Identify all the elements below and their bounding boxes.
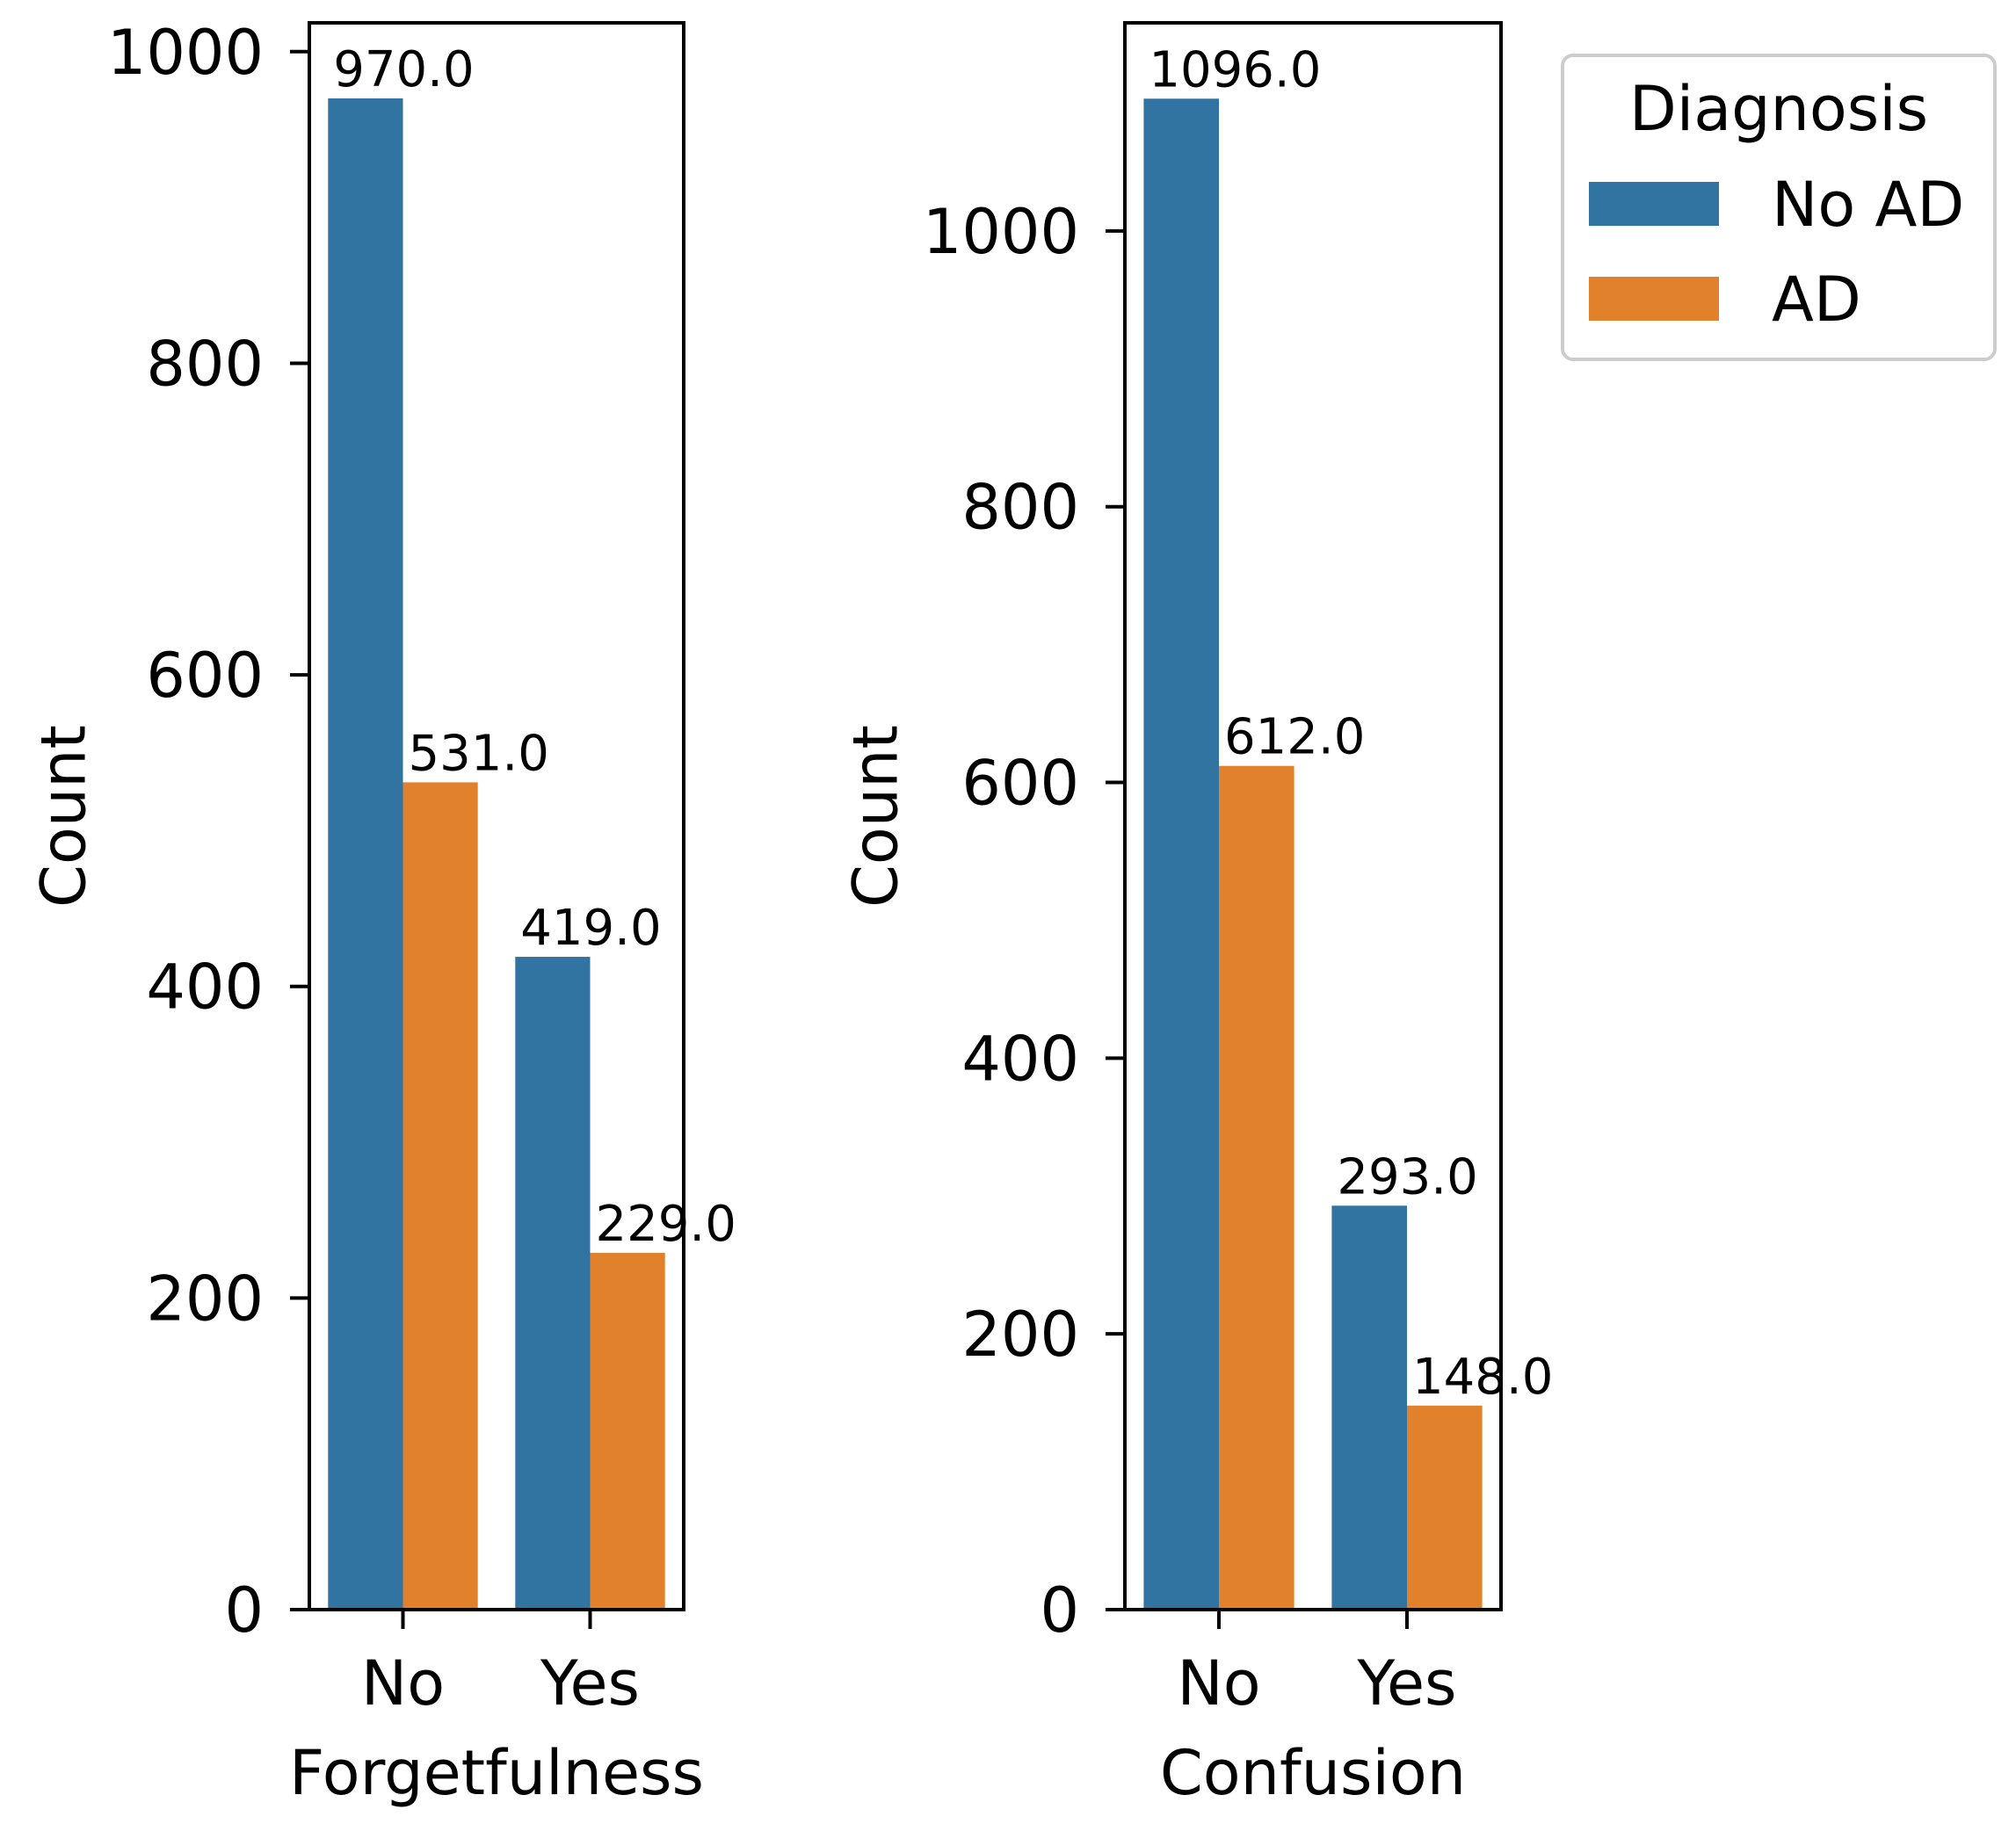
- forgetfulness-bar-label-no-ad: 531.0: [409, 725, 549, 782]
- forgetfulness-bars: [328, 98, 665, 1610]
- confusion-y-tick-label-200: 200: [961, 1299, 1079, 1371]
- legend-swatch-ad: [1589, 277, 1719, 321]
- forgetfulness-y-tick-label-200: 200: [146, 1263, 264, 1335]
- forgetfulness-bar-label-yes-ad: 229.0: [596, 1196, 736, 1253]
- forgetfulness-x-axis-label: Forgetfulness: [289, 1737, 704, 1809]
- confusion-x-tick-label-no: No: [1177, 1647, 1260, 1719]
- legend-label-ad: AD: [1772, 264, 1861, 336]
- confusion-bar-label-no-no-ad: 1096.0: [1149, 41, 1321, 98]
- confusion-bars: [1143, 98, 1483, 1610]
- confusion-y-ticks: 0 200 400 600 800 1000: [923, 196, 1125, 1647]
- confusion-bar-label-yes-ad: 148.0: [1412, 1349, 1553, 1406]
- forgetfulness-y-ticks: 0 200 400 600 800 1000: [107, 17, 309, 1647]
- forgetfulness-x-tick-label-no: No: [361, 1647, 445, 1719]
- forgetfulness-bar-yes-no-ad: [515, 957, 591, 1610]
- legend-label-no-ad: No AD: [1772, 169, 1964, 241]
- forgetfulness-y-tick-label-800: 800: [146, 328, 264, 400]
- confusion-y-axis-label: Count: [840, 725, 912, 908]
- confusion-x-ticks: No Yes: [1177, 1610, 1457, 1719]
- forgetfulness-y-tick-label-600: 600: [146, 640, 264, 712]
- confusion-bar-no-no-ad: [1143, 98, 1219, 1610]
- forgetfulness-bar-no-ad: [402, 782, 478, 1610]
- confusion-y-tick-label-800: 800: [961, 472, 1079, 544]
- forgetfulness-y-axis-label: Count: [28, 725, 100, 908]
- legend-title: Diagnosis: [1629, 73, 1928, 145]
- forgetfulness-bar-label-no-no-ad: 970.0: [333, 41, 474, 98]
- forgetfulness-chart: 970.0 419.0 531.0 229.0 0 200 400 600 800 1000 N…: [28, 17, 736, 1809]
- confusion-plot-frame: [1123, 21, 1503, 1611]
- forgetfulness-y-tick-label-400: 400: [146, 952, 264, 1024]
- confusion-y-tick-label-600: 600: [961, 748, 1079, 820]
- confusion-x-tick-label-yes: Yes: [1357, 1647, 1457, 1719]
- confusion-bar-label-no-ad: 612.0: [1224, 709, 1365, 766]
- forgetfulness-bar-yes-ad: [590, 1252, 665, 1610]
- legend-swatch-no-ad: [1589, 182, 1719, 226]
- confusion-bar-yes-no-ad: [1331, 1205, 1407, 1610]
- forgetfulness-bar-label-yes-no-ad: 419.0: [520, 900, 661, 957]
- forgetfulness-plot-frame: [308, 21, 685, 1611]
- confusion-bar-label-yes-no-ad: 293.0: [1337, 1148, 1477, 1205]
- confusion-bar-no-ad: [1219, 765, 1294, 1610]
- confusion-y-tick-label-1000: 1000: [923, 196, 1079, 268]
- forgetfulness-y-tick-label-0: 0: [224, 1574, 264, 1647]
- forgetfulness-x-tick-label-yes: Yes: [540, 1647, 640, 1719]
- confusion-bar-yes-ad: [1407, 1405, 1483, 1610]
- confusion-y-tick-label-400: 400: [961, 1023, 1079, 1095]
- confusion-y-tick-label-0: 0: [1040, 1574, 1079, 1647]
- forgetfulness-bar-no-no-ad: [328, 98, 403, 1610]
- forgetfulness-bar-labels: 970.0 419.0 531.0 229.0: [333, 41, 736, 1253]
- forgetfulness-x-ticks: No Yes: [361, 1610, 640, 1719]
- forgetfulness-y-tick-label-1000: 1000: [107, 17, 264, 89]
- confusion-bar-labels: 1096.0 293.0 612.0 148.0: [1149, 41, 1553, 1405]
- confusion-x-axis-label: Confusion: [1160, 1737, 1466, 1809]
- legend: Diagnosis No AD AD: [1561, 54, 1997, 361]
